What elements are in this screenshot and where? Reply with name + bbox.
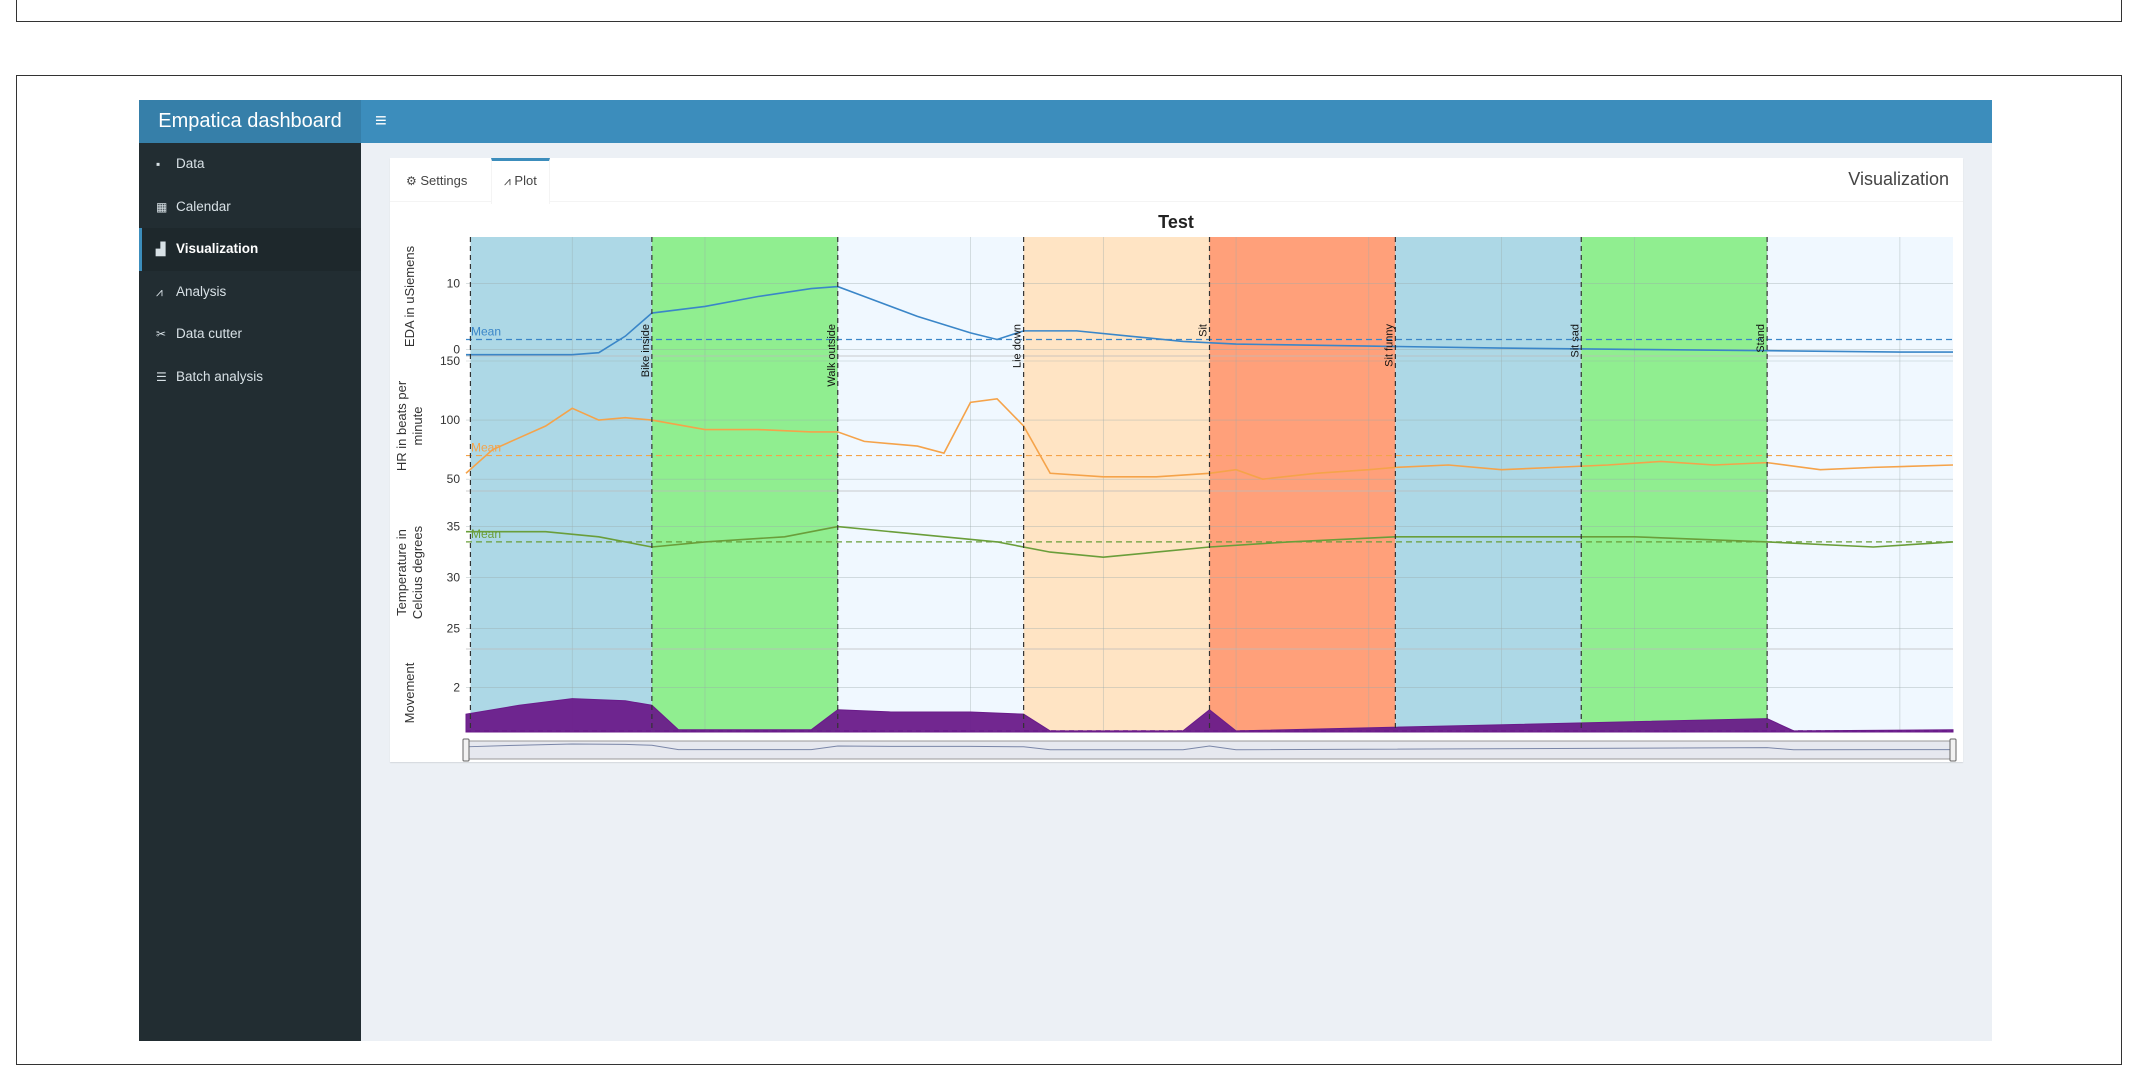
event-label: Sit sad <box>1569 324 1581 358</box>
tab-bar: ⚙ Settings ⩘ Plot Visualization <box>390 158 1963 204</box>
sidebar-toggle-icon[interactable]: ≡ <box>375 110 387 132</box>
y-axis-title: EDA in uSiemens <box>402 245 417 347</box>
y-tick-label: 10 <box>447 276 461 290</box>
navigator-right-handle <box>1949 738 1957 762</box>
event-band <box>651 237 838 732</box>
y-axis-title: HR in beats per <box>394 380 409 471</box>
event-label: Stand <box>1755 324 1767 353</box>
y-axis-title: minute <box>410 406 425 445</box>
event-band <box>1395 237 1582 732</box>
scissors-icon: ✂ <box>156 327 167 341</box>
file-icon: ▪ <box>156 157 161 171</box>
list-icon: ☰ <box>156 369 167 384</box>
range-navigator[interactable] <box>462 738 1957 762</box>
app-window: Empatica dashboard ≡ ▪ Data ▦ Calendar ▟ Vi… <box>139 100 1992 1041</box>
sidebar-item-label: Visualization <box>176 241 259 256</box>
y-tick-label: 25 <box>447 622 461 636</box>
event-band <box>1767 237 1953 732</box>
event-label: Walk outside <box>826 324 838 387</box>
temp-line <box>466 525 1954 559</box>
event-label: Bike inside <box>640 324 652 377</box>
sidebar-item-analysis[interactable]: ⩘ Analysis <box>139 271 361 314</box>
tab-plot[interactable]: ⩘ Plot <box>491 158 550 204</box>
sidebar-item-label: Analysis <box>176 283 227 299</box>
gears-icon: ⚙ <box>406 174 417 188</box>
tab-settings[interactable]: ⚙ Settings <box>394 158 479 201</box>
hr-mean-label: Mean <box>471 441 501 455</box>
sidebar-item-data[interactable]: ▪ Data <box>139 143 361 186</box>
sidebar-item-calendar[interactable]: ▦ Calendar <box>139 186 361 229</box>
tab-label: Plot <box>514 173 537 188</box>
event-band <box>837 237 1024 732</box>
sidebar-item-label: Calendar <box>176 198 231 214</box>
calendar-icon: ▦ <box>156 199 168 214</box>
y-tick-label: 2 <box>453 680 460 694</box>
temp-mean-label: Mean <box>471 527 501 541</box>
y-tick-label: 150 <box>440 354 460 368</box>
box-title: Visualization <box>1848 169 1949 189</box>
y-axis-title: Temperature in <box>394 529 409 616</box>
sidebar-item-batch-analysis[interactable]: ☰ Batch analysis <box>139 356 361 399</box>
sidebar-item-label: Batch analysis <box>176 368 264 384</box>
chart-title: Test <box>1158 212 1194 232</box>
sidebar-item-label: Data <box>176 156 205 171</box>
y-tick-label: 30 <box>447 571 461 585</box>
event-band <box>1209 237 1396 732</box>
y-axis-title: Celcius degrees <box>410 525 425 619</box>
physiology-chart[interactable]: Test Mean Mean Mean Bike inside Walk outsid… <box>390 201 1963 762</box>
event-band <box>470 237 652 732</box>
y-axis-labels: 0 10 EDA in uSiemens 50 100 150 HR in beats pe… <box>394 245 460 723</box>
eda-line <box>466 285 1953 356</box>
event-band <box>1023 237 1210 732</box>
top-border-frame <box>16 0 2122 22</box>
navigator-series <box>465 743 1954 751</box>
hr-line <box>465 397 1954 480</box>
y-tick-label: 50 <box>447 472 461 486</box>
line-chart-icon: ⩘ <box>156 284 163 299</box>
y-tick-label: 35 <box>447 520 461 534</box>
event-band <box>1581 237 1768 732</box>
line-chart-icon: ⩘ <box>504 174 511 188</box>
event-bands <box>470 237 1953 732</box>
y-axis-title: Movement <box>402 662 417 723</box>
navigator-left-handle <box>462 738 470 762</box>
bar-chart-icon: ▟ <box>156 242 166 256</box>
event-label: Lie down <box>1012 324 1024 368</box>
plot-area: Test Mean Mean Mean Bike inside Walk outsid… <box>390 201 1963 762</box>
event-label: Sit funny <box>1383 324 1395 367</box>
eda-mean-label: Mean <box>471 324 501 338</box>
top-header: Empatica dashboard ≡ <box>139 100 1992 143</box>
sidebar-item-label: Data cutter <box>176 326 243 341</box>
y-tick-label: 0 <box>453 342 460 356</box>
tab-label: Settings <box>420 173 468 188</box>
event-markers: Bike inside Walk outside Lie down Sit Sit fu… <box>469 237 1768 732</box>
y-tick-label: 100 <box>440 413 460 427</box>
sidebar-item-data-cutter[interactable]: ✂ Data cutter <box>139 313 361 356</box>
event-label: Sit <box>1198 324 1210 337</box>
sidebar-item-visualization[interactable]: ▟ Visualization <box>139 228 361 271</box>
visualization-box: ⚙ Settings ⩘ Plot Visualization Test Mea… <box>390 158 1963 762</box>
app-logo[interactable]: Empatica dashboard <box>139 100 361 143</box>
sidebar: ▪ Data ▦ Calendar ▟ Visualization ⩘ Analysis… <box>139 143 361 1041</box>
